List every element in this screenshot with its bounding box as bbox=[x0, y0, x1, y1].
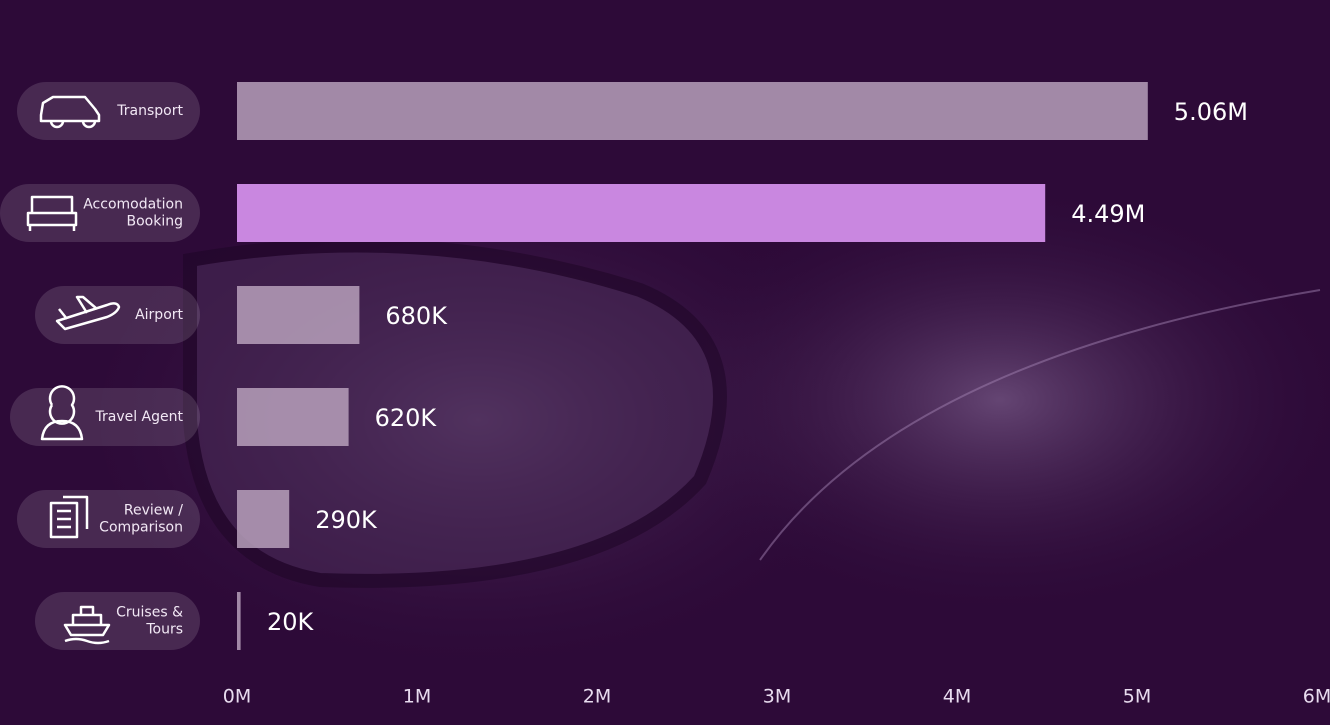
category-label: Travel Agent bbox=[94, 409, 183, 425]
x-tick-label: 6M bbox=[1303, 686, 1330, 708]
bar bbox=[237, 286, 359, 344]
bar bbox=[237, 592, 241, 650]
x-tick-label: 5M bbox=[1123, 686, 1151, 708]
background-glow bbox=[640, 180, 1330, 620]
chart: Transport 5.06M AccomodationBooking 4.49M Ai… bbox=[0, 0, 1330, 725]
category-label: Booking bbox=[127, 214, 184, 230]
value-label: 620K bbox=[375, 404, 438, 432]
category-label: Airport bbox=[135, 307, 183, 323]
value-label: 5.06M bbox=[1174, 98, 1248, 126]
x-tick-label: 2M bbox=[583, 686, 611, 708]
category-label: Transport bbox=[116, 103, 183, 119]
category-label: Accomodation bbox=[83, 197, 183, 213]
bar bbox=[237, 490, 289, 548]
value-label: 290K bbox=[315, 506, 378, 534]
bar bbox=[237, 388, 349, 446]
x-tick-label: 0M bbox=[223, 686, 251, 708]
category-label: Cruises & bbox=[116, 605, 183, 621]
category-label: Review / bbox=[124, 503, 183, 519]
bar bbox=[237, 184, 1045, 242]
bar bbox=[237, 82, 1148, 140]
value-label: 20K bbox=[267, 608, 315, 636]
x-tick-label: 1M bbox=[403, 686, 431, 708]
category-label: Comparison bbox=[99, 520, 183, 536]
x-tick-label: 3M bbox=[763, 686, 791, 708]
value-label: 680K bbox=[385, 302, 448, 330]
category-label: Tours bbox=[145, 622, 183, 638]
value-label: 4.49M bbox=[1071, 200, 1145, 228]
x-tick-label: 4M bbox=[943, 686, 971, 708]
